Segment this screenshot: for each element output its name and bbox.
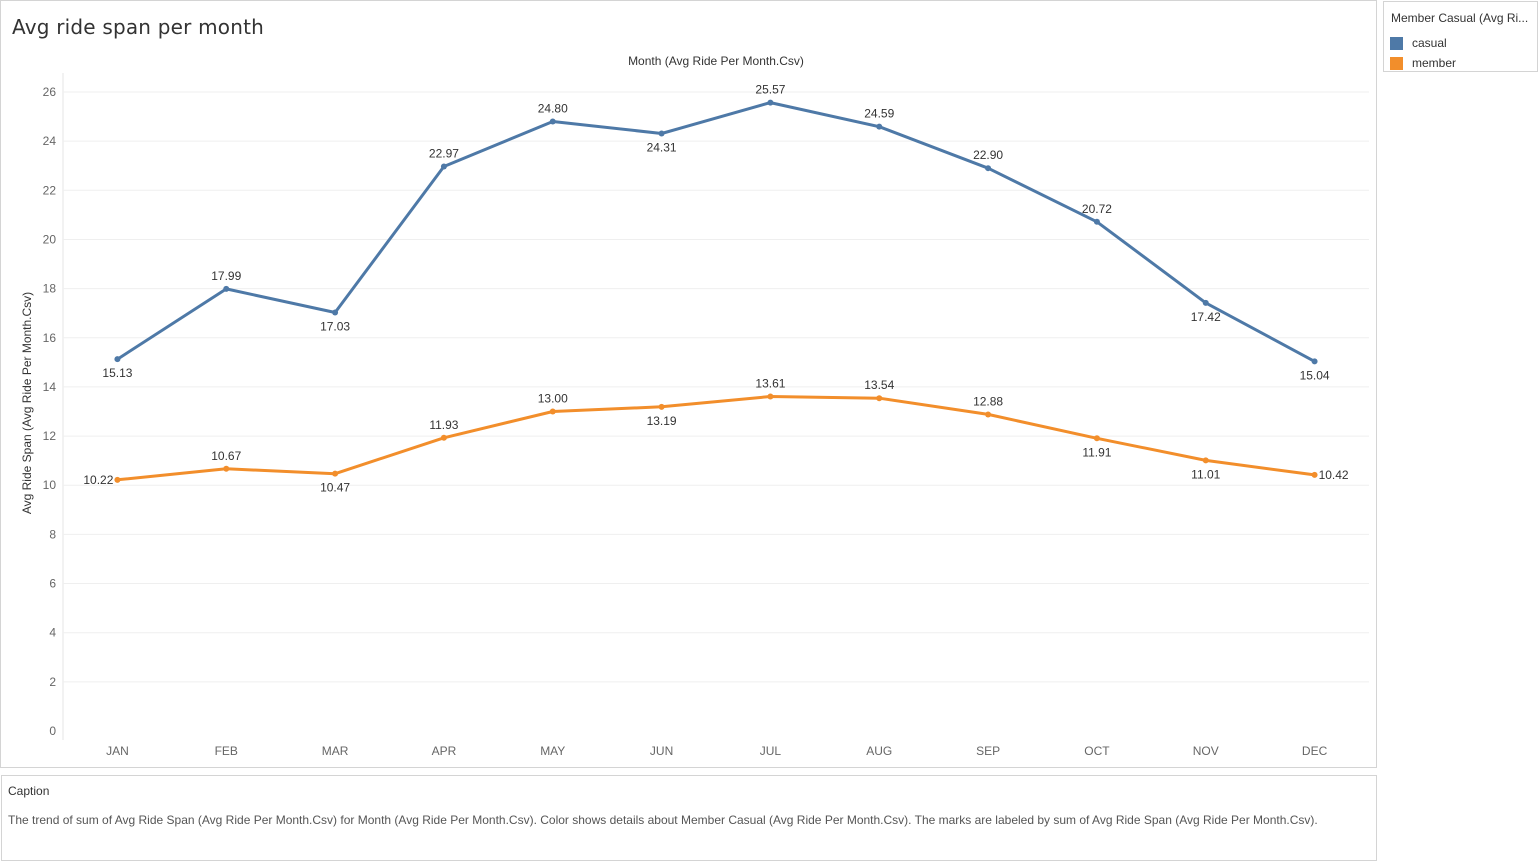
data-point-casual[interactable]	[332, 309, 339, 316]
data-point-member[interactable]	[440, 434, 447, 441]
data-point-member[interactable]	[549, 408, 556, 415]
x-tick-label: NOV	[1193, 744, 1219, 758]
worksheet: Avg ride span per month 0 2 4 6 8 10 12 14 16 18 2…	[0, 0, 1377, 768]
data-labels: 15.13 17.99 17.03 22.97 24.80 24.31 25.57 24.59…	[83, 83, 1349, 495]
data-point-casual[interactable]	[876, 123, 883, 130]
data-point-casual[interactable]	[658, 130, 665, 137]
x-tick-label: DEC	[1302, 744, 1328, 758]
data-point-member[interactable]	[1311, 471, 1318, 478]
x-tick-label: JUL	[760, 744, 782, 758]
data-point-casual[interactable]	[1093, 218, 1100, 225]
data-label-casual: 25.57	[755, 83, 785, 97]
series-points	[114, 99, 1318, 483]
y-tick-label: 4	[49, 626, 56, 640]
y-tick-label: 12	[43, 429, 57, 443]
x-tick-label: JAN	[106, 744, 129, 758]
data-label-member: 13.19	[647, 414, 677, 428]
data-point-member[interactable]	[876, 395, 883, 402]
data-label-member: 13.61	[755, 377, 785, 391]
data-point-member[interactable]	[332, 470, 339, 477]
y-tick-label: 0	[49, 724, 56, 738]
data-label-casual: 15.04	[1300, 368, 1330, 382]
data-point-casual[interactable]	[114, 356, 121, 363]
y-tick-label: 18	[43, 282, 57, 296]
data-point-casual[interactable]	[767, 99, 774, 106]
data-point-member[interactable]	[767, 393, 774, 400]
x-tick-label: MAY	[540, 744, 565, 758]
caption-text: The trend of sum of Avg Ride Span (Avg R…	[8, 813, 1318, 827]
legend-swatch-casual	[1390, 36, 1403, 50]
data-label-casual: 17.03	[320, 319, 350, 333]
data-point-member[interactable]	[223, 465, 230, 472]
data-label-member: 11.93	[429, 418, 458, 432]
y-tick-label: 10	[43, 478, 57, 492]
legend-label-casual: casual	[1412, 36, 1447, 50]
data-label-member: 11.91	[1082, 445, 1111, 459]
y-axis-title: Avg Ride Span (Avg Ride Per Month.Csv)	[20, 292, 34, 514]
x-tick-label: OCT	[1084, 744, 1110, 758]
y-tick-label: 8	[49, 527, 56, 541]
series-lines	[115, 101, 1317, 482]
x-tick-label: FEB	[215, 744, 238, 758]
data-point-casual[interactable]	[985, 165, 992, 172]
legend-label-member: member	[1412, 56, 1457, 70]
y-tick-label: 14	[43, 380, 57, 394]
y-tick-label: 22	[43, 183, 57, 197]
data-label-casual: 24.31	[647, 141, 677, 155]
caption-title: Caption	[8, 784, 50, 798]
data-point-member[interactable]	[658, 403, 665, 410]
data-label-casual: 17.42	[1191, 310, 1221, 324]
y-tick-label: 2	[49, 675, 56, 689]
data-point-casual[interactable]	[1202, 299, 1209, 306]
data-label-member: 12.88	[973, 394, 1003, 408]
data-label-member: 10.67	[211, 449, 241, 463]
series-line-member[interactable]	[115, 395, 1317, 482]
data-label-casual: 22.97	[429, 146, 459, 160]
data-label-casual: 24.59	[864, 107, 894, 121]
legend-item-casual[interactable]: casual	[1390, 35, 1447, 51]
x-axis-title: Month (Avg Ride Per Month.Csv)	[628, 54, 804, 68]
data-point-member[interactable]	[1093, 435, 1100, 442]
data-label-member: 13.00	[538, 392, 568, 406]
x-tick-label: JUN	[650, 744, 673, 758]
x-tick-label: AUG	[866, 744, 892, 758]
y-tick-label: 6	[49, 577, 56, 591]
page-title: Avg ride span per month	[12, 15, 265, 39]
grid-lines	[62, 73, 1369, 740]
x-axis-ticks: JAN FEB MAR APR MAY JUN JUL AUG SEP OCT NOV DEC	[106, 744, 1328, 758]
y-tick-label: 16	[43, 331, 57, 345]
legend-title: Member Casual (Avg Ri...	[1391, 11, 1529, 25]
data-label-member: 10.47	[320, 481, 350, 495]
x-tick-label: MAR	[322, 744, 349, 758]
data-point-casual[interactable]	[549, 118, 556, 125]
data-label-casual: 17.99	[211, 269, 241, 283]
data-label-member: 10.42	[1319, 468, 1349, 482]
color-legend: Member Casual (Avg Ri... casual member	[1383, 1, 1538, 72]
x-tick-label: SEP	[976, 744, 1000, 758]
data-label-member: 13.54	[864, 378, 894, 392]
data-label-casual: 24.80	[538, 101, 568, 115]
data-point-casual[interactable]	[440, 163, 447, 170]
y-tick-label: 24	[43, 134, 57, 148]
data-point-casual[interactable]	[1311, 358, 1318, 365]
data-point-member[interactable]	[1202, 457, 1209, 464]
y-tick-label: 26	[43, 85, 57, 99]
data-label-member: 11.01	[1191, 467, 1220, 481]
data-label-member: 10.22	[83, 473, 113, 487]
legend-item-member[interactable]: member	[1390, 55, 1456, 71]
data-point-member[interactable]	[114, 476, 121, 483]
data-label-casual: 15.13	[102, 366, 132, 380]
data-point-member[interactable]	[985, 411, 992, 418]
legend-swatch-member	[1390, 56, 1403, 70]
x-tick-label: APR	[432, 744, 457, 758]
caption-panel: Caption The trend of sum of Avg Ride Spa…	[1, 775, 1377, 861]
data-label-casual: 20.72	[1082, 202, 1112, 216]
data-label-casual: 22.90	[973, 148, 1003, 162]
y-tick-label: 20	[43, 232, 57, 246]
series-line-casual[interactable]	[115, 101, 1317, 363]
data-point-casual[interactable]	[223, 285, 230, 292]
